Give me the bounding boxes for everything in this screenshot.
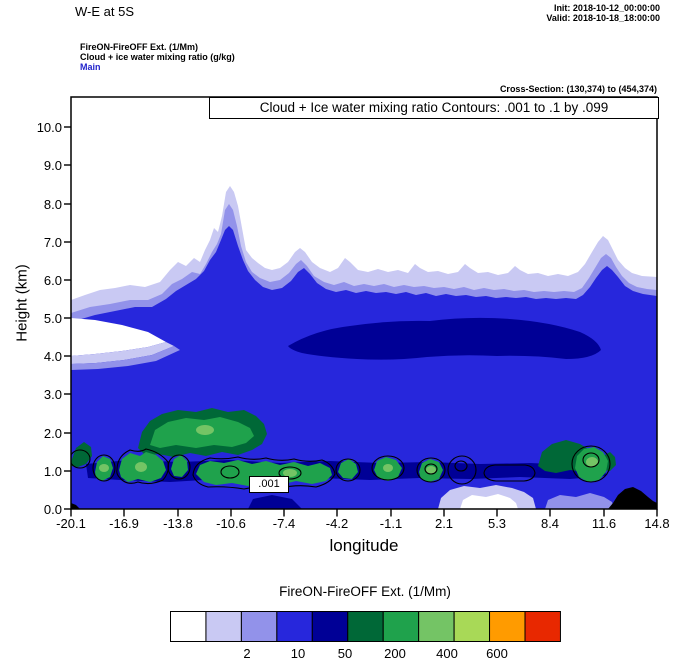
- init-time: Init: 2018-10-12_00:00:00: [553, 3, 660, 13]
- terrain-left-corner: [71, 503, 80, 509]
- x-tick-10: 11.6: [591, 516, 617, 531]
- x-tick-5: -4.2: [325, 516, 349, 531]
- colorbar-cell-8: [453, 611, 491, 642]
- colorbar-cell-1: [205, 611, 242, 642]
- colorbar-tick-3: 200: [384, 646, 406, 661]
- plot-area: [71, 186, 657, 509]
- x-tick-4: -7.4: [272, 516, 296, 531]
- x-tick-0: -20.1: [56, 516, 86, 531]
- colorbar-cell-6: [382, 611, 420, 642]
- contour-fill-navy-band: [288, 317, 601, 360]
- valid-time: Valid: 2018-10-18_18:00:00: [546, 13, 660, 23]
- y-tick-8: 8.0: [43, 197, 62, 212]
- colorbar-cell-2: [240, 611, 278, 642]
- colorbar-tick-0: 2: [243, 646, 251, 661]
- contour-level-label: .001: [249, 476, 289, 493]
- y-tick-0: 0.0: [43, 502, 62, 517]
- colorbar-cell-7: [418, 611, 455, 642]
- colorbar-tick-1: 10: [290, 646, 306, 661]
- contour-fill-green-3: [171, 455, 188, 477]
- notch-fringe-periwinkle: [71, 346, 180, 370]
- contour-fill-lightgreen-4: [383, 464, 393, 472]
- x-tick-3: -10.6: [216, 516, 246, 531]
- x-tick-6: -1.1: [379, 516, 403, 531]
- colorbar-tick-4: 400: [436, 646, 458, 661]
- contour-fill-lightgreen-3: [283, 469, 297, 477]
- contour-fill-navy-sfc: [248, 495, 302, 509]
- y-tick-3: 3.0: [43, 387, 62, 402]
- colorbar-tick-5: 600: [486, 646, 508, 661]
- colorbar-cell-10: [524, 611, 561, 642]
- colorbar: [170, 611, 561, 642]
- colorbar-cell-3: [276, 611, 313, 642]
- contour-fill-green-5: [338, 459, 358, 479]
- axis-ticks: [64, 126, 658, 517]
- y-tick-4: 4.0: [43, 349, 62, 364]
- colorbar-cell-9: [489, 611, 526, 642]
- surface-pocket-periwinkle: [545, 493, 614, 509]
- x-tick-1: -16.9: [109, 516, 139, 531]
- contour-fill-lightgreen-7: [196, 425, 214, 435]
- x-tick-8: 5.3: [487, 516, 507, 531]
- y-tick-10: 10.0: [36, 120, 62, 135]
- colorbar-cell-0: [170, 611, 207, 642]
- x-tick-11: 14.8: [644, 516, 670, 531]
- cloud-contour-lines: [71, 445, 611, 490]
- x-axis-label: longitude: [329, 536, 399, 555]
- contour-fill-darkgreen-3: [71, 442, 92, 467]
- y-tick-7: 7.0: [43, 235, 62, 250]
- colorbar-title: FireON-FireOFF Ext. (1/Mm): [279, 584, 451, 599]
- surface-pocket-white: [460, 494, 518, 509]
- y-tick-6: 6.0: [43, 273, 62, 288]
- cross-section-info: Cross-Section: (130,374) to (454,374): [499, 84, 657, 94]
- contour-fill-lightgreen-6: [586, 457, 598, 467]
- field-annotation-grid: Main: [80, 62, 101, 72]
- x-tick-9: 8.4: [540, 516, 560, 531]
- y-tick-5: 5.0: [43, 311, 62, 326]
- x-tick-7: 2.1: [434, 516, 454, 531]
- y-tick-1: 1.0: [43, 464, 62, 479]
- terrain-silhouette: [608, 487, 657, 509]
- y-axis-label: Height (km): [13, 264, 31, 342]
- field-annotation-ext: FireON-FireOFF Ext. (1/Mm): [80, 42, 199, 52]
- colorbar-tick-2: 50: [337, 646, 353, 661]
- colorbar-cell-4: [311, 611, 349, 642]
- contour-fill-lightgreen-1: [99, 464, 109, 472]
- page-title: W-E at 5S: [75, 4, 135, 19]
- y-tick-9: 9.0: [43, 158, 62, 173]
- contour-title: Cloud + Ice water mixing ratio Contours:…: [209, 97, 659, 119]
- y-tick-2: 2.0: [43, 426, 62, 441]
- contour-fill-lightgreen-2: [135, 462, 147, 472]
- colorbar-cell-5: [347, 611, 384, 642]
- x-tick-2: -13.8: [163, 516, 193, 531]
- clear-notch: [71, 318, 166, 356]
- notch-fringe-lavender: [71, 342, 174, 364]
- field-annotation-cloud: Cloud + ice water mixing ratio (g/kg): [80, 52, 235, 62]
- contour-fill-lightgreen-5: [426, 466, 436, 474]
